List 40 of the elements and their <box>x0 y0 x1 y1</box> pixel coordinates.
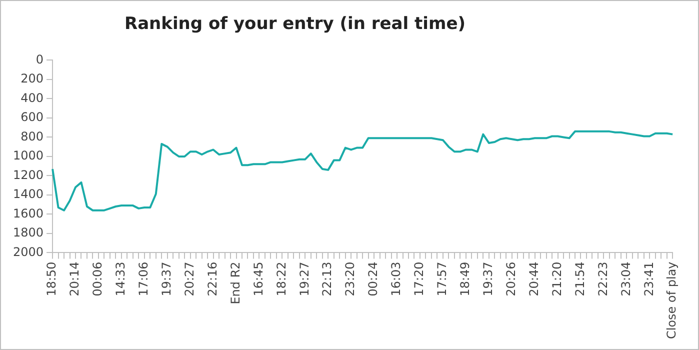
x-tick-label: 17:57 <box>435 262 450 296</box>
x-tick-label: 22:16 <box>205 262 220 296</box>
x-tick-label: 23:04 <box>618 262 633 296</box>
x-tick-label: 16:03 <box>389 262 404 296</box>
x-tick-label: 17:06 <box>136 262 151 296</box>
y-tick-label: 1800 <box>12 226 44 240</box>
x-tick-label: End R2 <box>228 262 242 304</box>
y-tick-label: 200 <box>20 72 44 86</box>
x-tick-label: 20:26 <box>504 262 518 296</box>
x-tick-label: 16:45 <box>251 262 266 296</box>
x-tick-label: 19:37 <box>159 262 174 296</box>
x-tick-label: 00:24 <box>366 262 380 296</box>
x-tick-label: 19:37 <box>481 262 496 296</box>
x-tick-label: 20:44 <box>526 262 541 296</box>
y-tick-label: 800 <box>20 129 44 144</box>
y-tick-label: 600 <box>20 110 44 124</box>
x-tick-label: 18:50 <box>44 262 59 296</box>
x-tick-label: 22:13 <box>320 262 334 296</box>
x-tick-label: Close of play <box>664 262 679 340</box>
x-tick-label: 17:20 <box>412 262 426 296</box>
x-tick-label: 18:22 <box>274 262 288 296</box>
y-tick-label: 2000 <box>12 244 44 259</box>
y-tick-label: 1600 <box>12 206 44 220</box>
x-tick-label: 19:27 <box>297 262 312 296</box>
x-tick-label: 18:49 <box>458 262 472 296</box>
x-tick-label: 20:27 <box>182 262 196 296</box>
x-tick-label: 14:33 <box>114 262 128 296</box>
y-tick-label: 1000 <box>12 148 44 163</box>
x-tick-label: 23:41 <box>642 262 656 296</box>
x-tick-label: 00:06 <box>90 262 105 296</box>
x-tick-label: 22:23 <box>596 262 610 296</box>
x-tick-label: 23:20 <box>343 262 358 296</box>
y-tick-label: 0 <box>36 52 44 66</box>
x-tick-label: 20:14 <box>68 262 82 296</box>
y-tick-label: 1200 <box>12 168 44 182</box>
chart-title: Ranking of your entry (in real time) <box>123 14 466 34</box>
y-tick-label: 1400 <box>12 187 44 202</box>
x-tick-label: 21:54 <box>572 262 587 296</box>
x-tick-label: 21:20 <box>550 262 564 296</box>
y-tick-label: 400 <box>20 90 44 105</box>
